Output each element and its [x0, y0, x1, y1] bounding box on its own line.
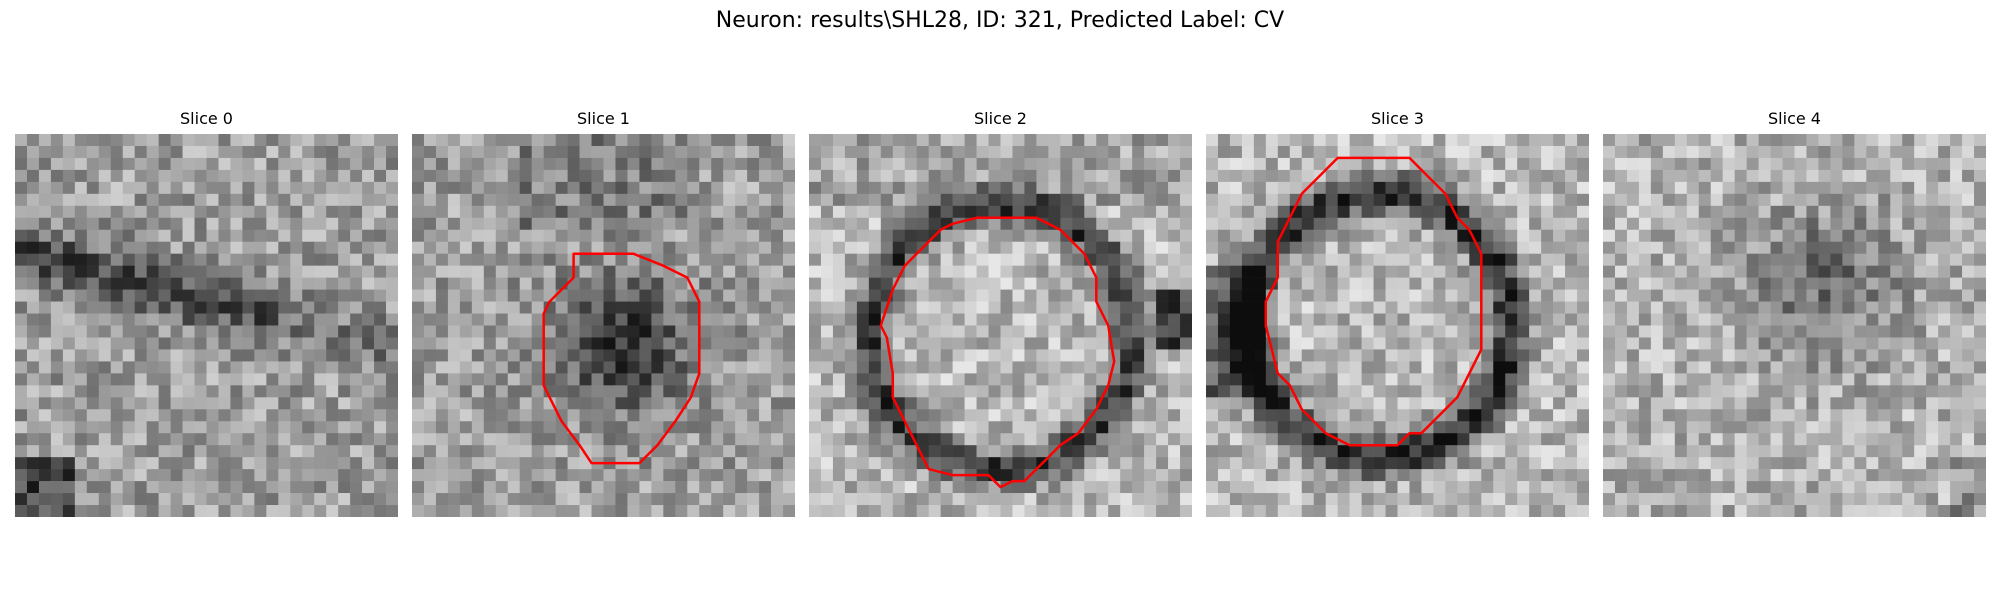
slice-3-title: Slice 3	[1371, 109, 1424, 128]
slice-0-image	[15, 134, 398, 517]
slice-1-contour	[542, 252, 701, 465]
figure-title: Neuron: results\SHL28, ID: 321, Predicte…	[715, 8, 1285, 33]
slice-4-image	[1603, 134, 1986, 517]
pixel-grid	[1603, 134, 1986, 517]
slice-1-image	[412, 134, 795, 517]
pixel-grid	[809, 134, 1192, 517]
slice-1-title: Slice 1	[577, 109, 630, 128]
slice-4-title: Slice 4	[1768, 109, 1821, 128]
slice-0-title: Slice 0	[180, 109, 233, 128]
slice-2-title: Slice 2	[974, 109, 1027, 128]
pixel-grid	[1206, 134, 1589, 517]
pixel-grid	[15, 134, 398, 517]
slice-3-contour	[1264, 156, 1483, 447]
slice-2-contour	[879, 216, 1116, 489]
slice-3-image	[1206, 134, 1589, 517]
pixel-grid	[412, 134, 795, 517]
slice-2-image	[809, 134, 1192, 517]
